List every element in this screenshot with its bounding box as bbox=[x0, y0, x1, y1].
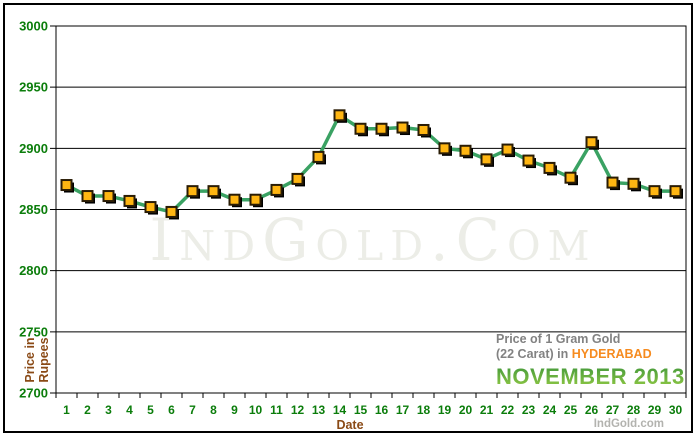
data-point-day-12 bbox=[291, 172, 304, 185]
y-axis-title-line2: Rupees bbox=[37, 337, 51, 383]
data-point-day-23 bbox=[522, 154, 535, 167]
x-tick-label-30: 30 bbox=[669, 403, 683, 417]
indgold-watermark: IndGold.Com bbox=[149, 206, 597, 274]
x-tick-label-17: 17 bbox=[396, 403, 410, 417]
y-axis-title-line1: Price in bbox=[23, 337, 37, 383]
x-tick-label-2: 2 bbox=[84, 403, 91, 417]
data-point-day-3 bbox=[102, 190, 115, 203]
data-point-day-1 bbox=[60, 179, 73, 192]
x-tick-label-1: 1 bbox=[63, 403, 70, 417]
data-point-day-26 bbox=[585, 136, 598, 149]
data-point-day-21 bbox=[480, 153, 493, 166]
y-axis-title: Price in Rupees bbox=[23, 328, 53, 392]
x-tick-label-7: 7 bbox=[189, 403, 196, 417]
month-year-banner: NOVEMBER 2013 bbox=[496, 364, 685, 389]
data-point-day-17 bbox=[396, 121, 409, 134]
data-point-day-13 bbox=[312, 150, 325, 163]
y-tick-label-2900: 2900 bbox=[19, 141, 48, 156]
x-tick-label-8: 8 bbox=[210, 403, 217, 417]
x-tick-label-19: 19 bbox=[438, 403, 452, 417]
x-tick-label-24: 24 bbox=[543, 403, 557, 417]
y-tick-label-2750: 2750 bbox=[19, 324, 48, 339]
data-point-day-11 bbox=[270, 183, 283, 196]
data-point-day-16 bbox=[375, 122, 388, 135]
x-axis-title: Date bbox=[336, 418, 364, 432]
data-point-day-14 bbox=[333, 109, 346, 122]
x-tick-label-12: 12 bbox=[291, 403, 305, 417]
data-point-day-5 bbox=[144, 201, 157, 214]
data-point-day-24 bbox=[543, 161, 556, 174]
data-point-day-19 bbox=[438, 142, 451, 155]
x-tick-label-22: 22 bbox=[501, 403, 515, 417]
data-point-day-28 bbox=[627, 177, 640, 190]
data-point-day-20 bbox=[459, 144, 472, 157]
y-tick-label-2850: 2850 bbox=[19, 202, 48, 217]
x-tick-label-20: 20 bbox=[459, 403, 473, 417]
y-tick-label-2800: 2800 bbox=[19, 263, 48, 278]
x-tick-label-27: 27 bbox=[606, 403, 620, 417]
x-tick-label-9: 9 bbox=[231, 403, 238, 417]
x-tick-label-11: 11 bbox=[270, 403, 283, 417]
x-tick-label-13: 13 bbox=[312, 403, 326, 417]
indgold-credit: IndGold.com bbox=[593, 418, 664, 430]
data-point-day-22 bbox=[501, 143, 514, 156]
x-tick-label-3: 3 bbox=[105, 403, 112, 417]
data-point-day-6 bbox=[165, 205, 178, 218]
x-tick-label-18: 18 bbox=[417, 403, 431, 417]
data-point-day-8 bbox=[207, 185, 220, 198]
x-tick-label-28: 28 bbox=[627, 403, 641, 417]
month-year-text: NOVEMBER 2013 bbox=[496, 364, 685, 389]
data-point-day-25 bbox=[564, 171, 577, 184]
x-tick-label-10: 10 bbox=[249, 403, 263, 417]
data-point-day-27 bbox=[606, 176, 619, 189]
x-tick-label-29: 29 bbox=[648, 403, 662, 417]
x-tick-label-16: 16 bbox=[375, 403, 389, 417]
price-line bbox=[64, 113, 678, 214]
data-point-day-18 bbox=[417, 123, 430, 136]
city-name: HYDERABAD bbox=[571, 347, 652, 361]
data-point-day-7 bbox=[186, 185, 199, 198]
data-point-day-15 bbox=[354, 122, 367, 135]
x-tick-label-21: 21 bbox=[480, 403, 494, 417]
data-point-day-9 bbox=[228, 193, 241, 206]
data-point-day-29 bbox=[648, 185, 661, 198]
data-point-day-30 bbox=[669, 185, 682, 198]
y-tick-label-2700: 2700 bbox=[19, 386, 48, 401]
x-tick-label-23: 23 bbox=[522, 403, 536, 417]
x-tick-label-5: 5 bbox=[147, 403, 154, 417]
x-tick-label-25: 25 bbox=[564, 403, 578, 417]
title-line2: (22 Carat) in HYDERABAD bbox=[496, 347, 696, 362]
title-line1: Price of 1 Gram Gold bbox=[496, 332, 621, 346]
data-point-day-4 bbox=[123, 194, 136, 207]
y-tick-label-3000: 3000 bbox=[19, 19, 48, 34]
x-tick-label-15: 15 bbox=[354, 403, 368, 417]
x-tick-label-26: 26 bbox=[585, 403, 599, 417]
data-point-day-10 bbox=[249, 193, 262, 206]
x-tick-label-6: 6 bbox=[168, 403, 175, 417]
y-tick-label-2950: 2950 bbox=[19, 80, 48, 95]
x-tick-label-14: 14 bbox=[333, 403, 347, 417]
chart-title-block: Price of 1 Gram Gold (22 Carat) in HYDER… bbox=[496, 332, 696, 390]
x-tick-label-4: 4 bbox=[126, 403, 133, 417]
data-point-day-2 bbox=[81, 190, 94, 203]
title-line2-prefix: (22 Carat) in bbox=[496, 347, 569, 361]
